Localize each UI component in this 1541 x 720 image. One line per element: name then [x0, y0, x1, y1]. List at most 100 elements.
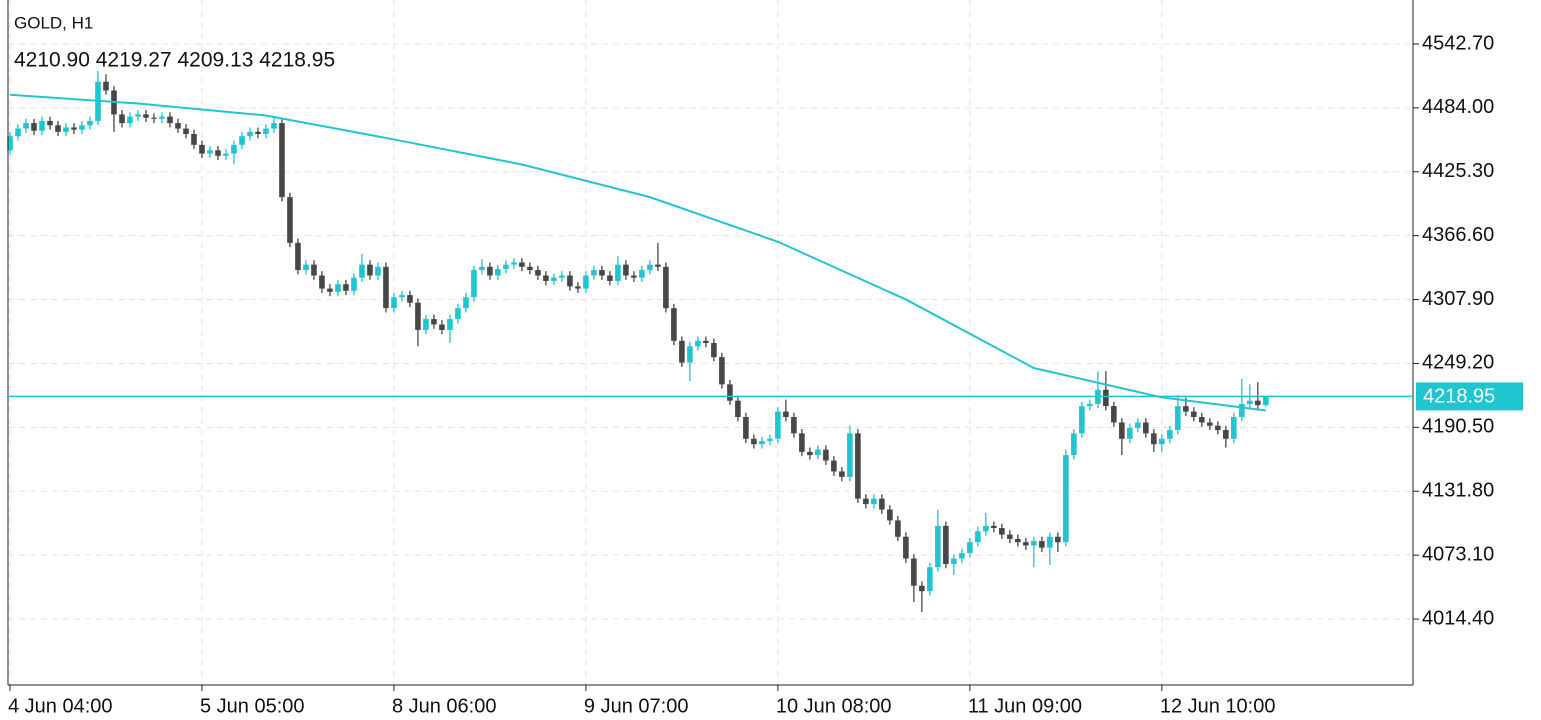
candle-body	[311, 264, 317, 276]
x-tick-label: 11 Jun 09:00	[968, 695, 1082, 717]
candle-body	[1015, 538, 1021, 543]
candle-body	[87, 120, 93, 126]
candle-body	[911, 558, 917, 586]
candle-body	[55, 125, 61, 132]
candle-body	[623, 264, 629, 276]
candle-body	[751, 438, 757, 445]
x-tick-label: 8 Jun 06:00	[392, 695, 497, 717]
candle-body	[927, 567, 933, 592]
candle-body	[119, 114, 125, 124]
candle-body	[79, 125, 85, 130]
candle-body	[391, 297, 397, 309]
candle-body	[855, 433, 861, 499]
candle-body	[455, 308, 461, 320]
price-label-box	[1416, 382, 1523, 411]
candle-body	[871, 498, 877, 505]
candle-body	[375, 266, 381, 276]
candle-body	[495, 268, 501, 276]
candle-body	[367, 264, 373, 276]
candle-body	[399, 295, 405, 298]
x-tick-label: 9 Jun 07:00	[584, 695, 689, 717]
candle-body	[1007, 534, 1013, 539]
candle-body	[559, 275, 565, 278]
candle-body	[439, 324, 445, 330]
candle-body	[215, 150, 221, 156]
candle-body	[1175, 406, 1181, 431]
candle-body	[471, 270, 477, 298]
candle-body	[887, 509, 893, 521]
candle-body	[1183, 406, 1189, 412]
candle-body	[263, 128, 269, 134]
candle-body	[863, 498, 869, 505]
candle-body	[415, 302, 421, 330]
candle-body	[295, 242, 301, 271]
candle-body	[1263, 396, 1269, 406]
candle-body	[1079, 406, 1085, 434]
candle-body	[183, 128, 189, 134]
ohlc-text: 4210.90 4219.27 4209.13 4218.95	[14, 49, 335, 72]
y-tick-label: 4014.40	[1422, 607, 1494, 629]
candle-body	[919, 585, 925, 592]
candle-body	[831, 460, 837, 472]
candle-body	[727, 384, 733, 401]
moving-average	[9, 93, 1266, 412]
candle-body	[1047, 536, 1053, 548]
candle-body	[431, 319, 437, 325]
candle-body	[351, 277, 357, 291]
candle-body	[39, 120, 45, 131]
candle-body	[503, 264, 509, 269]
candle-body	[175, 123, 181, 129]
candle-body	[1023, 542, 1029, 546]
candle-body	[631, 275, 637, 278]
candle-body	[551, 277, 557, 281]
candle-body	[447, 319, 453, 330]
candle-body	[1159, 438, 1165, 445]
candle-body	[639, 270, 645, 278]
x-tick-label: 10 Jun 08:00	[776, 695, 892, 717]
candle-body	[103, 81, 109, 91]
candle-body	[775, 411, 781, 439]
candle-body	[287, 197, 293, 243]
price-label: 4218.95	[1423, 386, 1495, 408]
candle-body	[799, 433, 805, 452]
candle-body	[463, 297, 469, 309]
candle-body	[535, 270, 541, 276]
candle-body	[239, 136, 245, 145]
candle-body	[359, 264, 365, 278]
candle-body	[383, 266, 389, 309]
candle-body	[127, 116, 133, 124]
grid	[8, 0, 1413, 685]
candle-body	[1031, 541, 1037, 546]
candle-body	[527, 266, 533, 271]
candle-body	[231, 144, 237, 154]
candle-body	[1239, 403, 1245, 418]
candle-body	[1191, 411, 1197, 418]
candle-body	[1247, 400, 1253, 404]
candle-body	[847, 433, 853, 477]
candle-body	[679, 340, 685, 363]
candle-body	[135, 114, 141, 117]
candle-body	[71, 127, 77, 130]
candle-body	[703, 340, 709, 343]
candle-body	[783, 411, 789, 418]
candle-body	[1207, 422, 1213, 426]
candle-body	[735, 400, 741, 418]
candle-body	[319, 275, 325, 289]
candle-body	[839, 471, 845, 477]
candle-body	[159, 116, 165, 119]
candle-body	[1231, 417, 1237, 439]
candle-body	[567, 275, 573, 287]
candle-body	[767, 438, 773, 441]
y-tick-label: 4249.20	[1422, 352, 1494, 374]
candle-body	[223, 153, 229, 156]
candle-body	[343, 284, 349, 291]
candle-body	[879, 498, 885, 510]
candle-body	[671, 308, 677, 341]
candle-body	[15, 128, 21, 137]
candle-body	[191, 133, 197, 145]
candle-body	[943, 525, 949, 564]
candle-body	[655, 264, 661, 267]
chart-title: GOLD, H1	[14, 13, 93, 32]
candle-body	[975, 531, 981, 543]
y-tick-label: 4366.60	[1422, 224, 1494, 246]
